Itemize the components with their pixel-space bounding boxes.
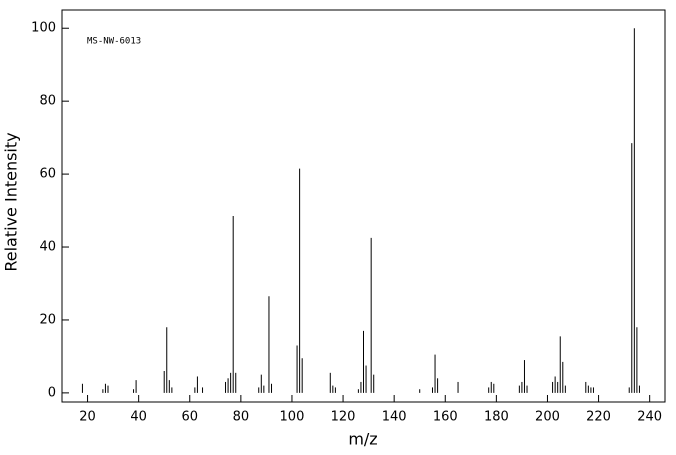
plot-frame [61, 9, 666, 403]
x-tick-label: 80 [233, 410, 250, 425]
x-axis-label: m/z [348, 430, 377, 449]
x-tick-label: 200 [535, 410, 560, 425]
x-tick-label: 60 [181, 410, 198, 425]
y-tick-label: 100 [31, 21, 56, 36]
x-tick-label: 20 [79, 410, 96, 425]
x-tick-label: 240 [637, 410, 662, 425]
x-tick-label: 220 [586, 410, 611, 425]
x-tick-label: 100 [280, 410, 305, 425]
y-tick-label: 80 [39, 94, 56, 109]
x-tick-label: 180 [484, 410, 509, 425]
x-tick-label: 120 [331, 410, 356, 425]
y-tick-label: 0 [48, 385, 56, 400]
y-axis-label: Relative Intensity [2, 132, 21, 271]
annotation: MS-NW-6013 [87, 37, 141, 47]
y-tick-label: 40 [39, 240, 56, 255]
x-tick-label: 160 [433, 410, 458, 425]
x-tick-label: 40 [130, 410, 147, 425]
y-tick-label: 60 [39, 167, 56, 182]
y-tick-label: 20 [39, 312, 56, 327]
x-tick-label: 140 [382, 410, 407, 425]
